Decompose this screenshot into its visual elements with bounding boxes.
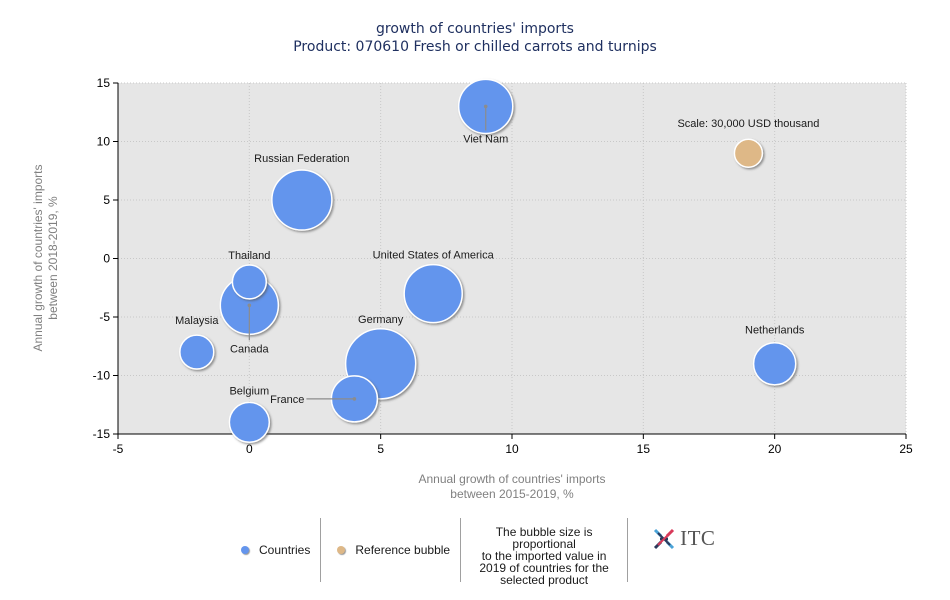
bubble-united-states-of-america <box>403 263 463 324</box>
bubble-label-united-states-of-america: United States of America <box>373 250 495 262</box>
bubble-label-canada: Canada <box>230 343 269 355</box>
legend-reference-label: Reference bubble <box>355 543 451 557</box>
itc-logo: ITC <box>628 518 715 551</box>
y-tick-label: 0 <box>103 252 110 266</box>
legend-note-line: The bubble size is proportional <box>495 525 593 551</box>
bubble-label-scale-30-000-usd-thousand: Scale: 30,000 USD thousand <box>677 118 819 130</box>
bubble-russian-federation <box>271 169 333 231</box>
bubble-label-thailand: Thailand <box>228 250 270 262</box>
bubble-label-russian-federation: Russian Federation <box>254 153 349 165</box>
x-tick-label: -5 <box>113 442 124 456</box>
bubble-thailand <box>231 264 268 300</box>
y-tick-label: 15 <box>97 76 111 90</box>
legend-note-line: selected product <box>500 573 589 587</box>
legend-countries-label: Countries <box>259 543 311 557</box>
x-axis-ticks: -5 0 5 10 15 20 25 <box>113 434 913 456</box>
bubbles-layer <box>179 78 797 444</box>
y-tick-label: 10 <box>97 135 111 149</box>
bubble-label-viet-nam: Viet Nam <box>463 133 508 145</box>
legend: Countries Reference bubble The bubble si… <box>225 518 715 586</box>
x-tick-label: 10 <box>505 442 519 456</box>
chart-title: growth of countries' imports <box>376 21 574 37</box>
legend-item-countries[interactable]: Countries <box>225 518 320 576</box>
itc-logo-text: ITC <box>680 526 716 550</box>
legend-note: The bubble size is proportional to the i… <box>461 518 627 586</box>
x-tick-label: 25 <box>899 442 913 456</box>
x-tick-label: 0 <box>246 442 253 456</box>
legend-divider <box>460 518 462 582</box>
y-tick-label: -15 <box>93 427 111 441</box>
legend-divider <box>627 518 629 582</box>
legend-note-line: to the imported value in <box>481 549 607 563</box>
y-axis-ticks: -15 -10 -5 0 5 10 15 <box>93 76 118 441</box>
y-axis-title-line1: Annual growth of countries' imports <box>31 164 45 351</box>
leader-dot <box>483 104 488 109</box>
x-tick-label: 5 <box>377 442 384 456</box>
bubble-label-belgium: Belgium <box>229 385 269 397</box>
reference-dot-icon <box>337 546 346 554</box>
bubble-belgium <box>228 401 271 444</box>
itc-logo-icon <box>654 528 675 549</box>
bubble-label-malaysia: Malaysia <box>175 315 219 327</box>
countries-dot-icon <box>241 546 249 554</box>
x-axis-title-line1: Annual growth of countries' imports <box>418 472 605 486</box>
legend-item-reference[interactable]: Reference bubble <box>321 518 460 576</box>
bubble-malaysia <box>179 334 215 370</box>
x-axis-title-line2: between 2015-2019, % <box>450 487 574 501</box>
bubble-label-france: France <box>270 394 304 406</box>
bubble-label-germany: Germany <box>358 314 404 326</box>
x-tick-label: 15 <box>637 442 651 456</box>
y-axis-title-line2: between 2018-2019, % <box>46 196 60 320</box>
legend-divider <box>320 518 322 582</box>
bubble-labels-layer: Germany Russian Federation Canada United St… <box>175 104 819 406</box>
leader-dot <box>247 303 252 308</box>
y-tick-label: -10 <box>93 369 111 383</box>
chart-subtitle: Product: 070610 Fresh or chilled carrots… <box>293 39 657 55</box>
leader-dot <box>352 397 357 401</box>
x-tick-label: 20 <box>768 442 782 456</box>
grid-lines <box>118 82 907 434</box>
bubble-chart: growth of countries' imports Product: 07… <box>31 21 913 501</box>
y-tick-label: -5 <box>99 310 110 324</box>
y-tick-label: 5 <box>103 193 110 207</box>
legend-note-line: 2019 of countries for the <box>479 561 609 575</box>
bubble-label-netherlands: Netherlands <box>745 325 805 337</box>
bubble-netherlands <box>752 341 797 386</box>
reference-bubble <box>733 138 764 168</box>
